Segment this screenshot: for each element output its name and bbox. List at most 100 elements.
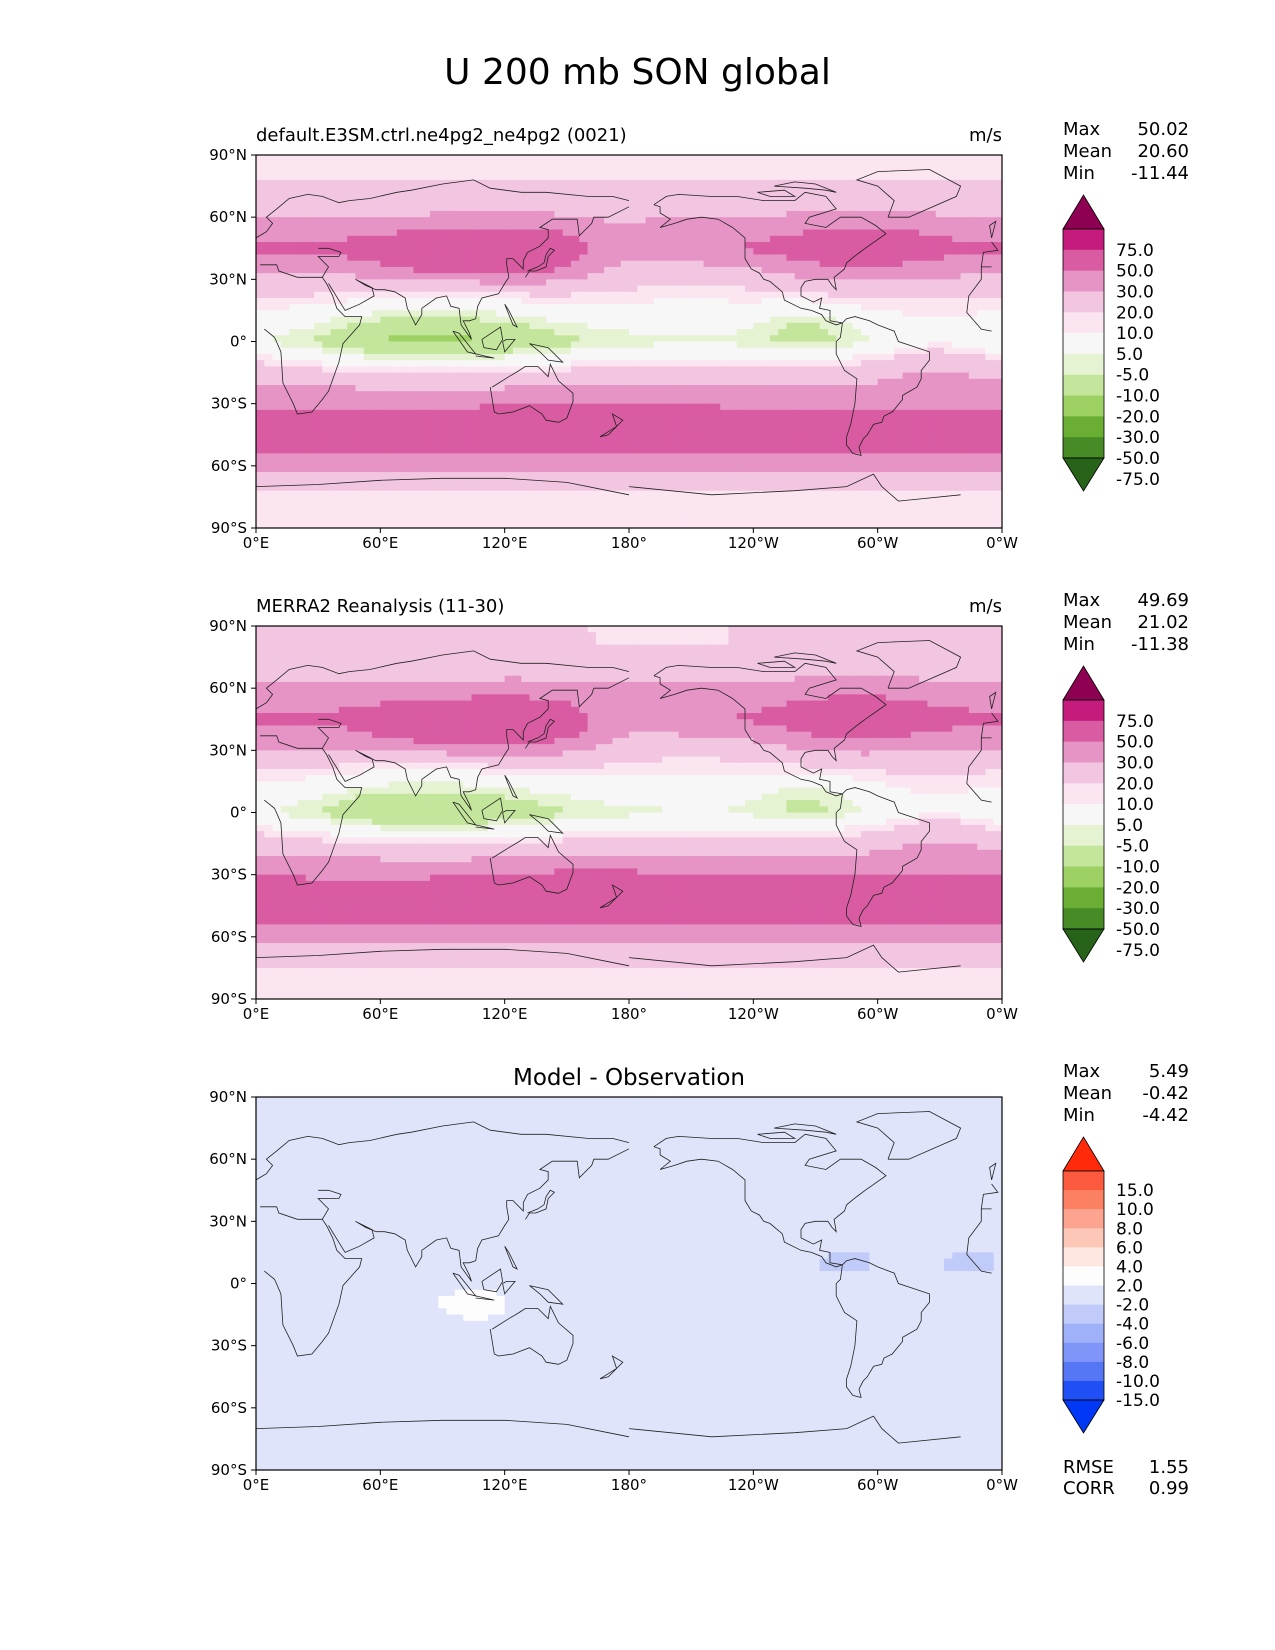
contour-cell xyxy=(554,347,564,355)
contour-cell xyxy=(687,372,696,380)
contour-cell xyxy=(885,478,895,486)
contour-cell xyxy=(604,397,614,405)
contour-cell xyxy=(272,372,282,380)
contour-cell xyxy=(512,447,522,454)
contour-cell xyxy=(827,273,837,280)
contour-cell xyxy=(836,322,846,330)
contour-cell xyxy=(695,484,705,492)
contour-cell xyxy=(778,440,788,448)
contour-cell xyxy=(396,335,406,343)
contour-cell xyxy=(678,316,688,324)
contour-cell xyxy=(819,490,829,498)
contour-cell xyxy=(330,173,340,181)
contour-cell xyxy=(736,478,746,486)
contour-cell xyxy=(703,434,713,442)
contour-cell xyxy=(885,291,895,299)
contour-cell xyxy=(985,242,995,249)
contour-cell xyxy=(396,167,406,175)
contour-cell xyxy=(380,173,390,181)
contour-cell xyxy=(612,397,622,405)
contour-cell xyxy=(347,161,357,169)
contour-cell xyxy=(264,297,274,305)
contour-cell xyxy=(587,235,597,243)
contour-cell xyxy=(620,310,630,318)
contour-cell xyxy=(430,496,439,504)
contour-cell xyxy=(678,198,688,206)
contour-cell xyxy=(993,204,1002,212)
contour-cell xyxy=(894,266,904,274)
contour-cell xyxy=(711,279,721,287)
contour-cell xyxy=(629,366,638,374)
contour-cell xyxy=(844,391,854,399)
contour-cell xyxy=(778,242,788,249)
contour-cell xyxy=(438,279,448,287)
contour-cell xyxy=(430,440,439,448)
contour-cell xyxy=(711,403,721,411)
contour-cell xyxy=(454,465,464,473)
contour-cell xyxy=(629,397,638,405)
contour-cell xyxy=(372,173,381,181)
contour-cell xyxy=(314,167,323,175)
contour-cell xyxy=(405,229,415,237)
contour-cell xyxy=(537,372,547,380)
contour-cell xyxy=(711,304,721,312)
contour-cell xyxy=(570,322,580,330)
contour-cell xyxy=(330,266,340,274)
contour-cell xyxy=(620,192,630,200)
contour-cell xyxy=(852,378,862,386)
contour-cell xyxy=(314,490,323,498)
contour-cell xyxy=(289,229,299,237)
contour-cell xyxy=(272,453,282,461)
contour-cell xyxy=(653,472,663,479)
contour-cell xyxy=(877,329,887,336)
contour-cell xyxy=(347,217,357,224)
contour-cell xyxy=(695,279,705,287)
contour-cell xyxy=(794,179,804,187)
contour-cell xyxy=(927,242,937,249)
contour-cell xyxy=(778,291,788,299)
contour-cell xyxy=(289,235,299,243)
contour-cell xyxy=(811,341,821,349)
contour-cell xyxy=(803,341,812,349)
contour-cell xyxy=(562,223,572,231)
contour-cell xyxy=(579,447,589,454)
contour-cell xyxy=(488,285,497,293)
contour-cell xyxy=(463,422,473,430)
contour-cell xyxy=(720,310,730,318)
contour-cell xyxy=(637,403,647,411)
contour-cell xyxy=(305,322,315,330)
contour-cell xyxy=(927,335,937,343)
contour-cell xyxy=(570,484,580,492)
contour-cell xyxy=(355,217,365,224)
contour-cell xyxy=(720,403,730,411)
contour-cell xyxy=(396,496,406,504)
contour-cell xyxy=(927,204,937,212)
contour-cell xyxy=(629,310,638,318)
contour-cell xyxy=(512,155,522,162)
contour-cell xyxy=(570,335,580,343)
contour-cell xyxy=(678,472,688,479)
contour-cell xyxy=(803,266,812,274)
contour-cell xyxy=(380,260,390,268)
contour-cell xyxy=(372,291,381,299)
contour-cell xyxy=(330,347,340,355)
contour-cell xyxy=(297,279,307,287)
contour-cell xyxy=(993,447,1002,454)
contour-cell xyxy=(421,409,431,417)
contour-cell xyxy=(670,285,680,293)
contour-cell xyxy=(861,167,870,175)
contour-cell xyxy=(388,447,398,454)
contour-cell xyxy=(919,416,928,423)
contour-cell xyxy=(902,242,912,249)
contour-cell xyxy=(372,372,381,380)
contour-cell xyxy=(512,310,522,318)
contour-cell xyxy=(305,434,315,442)
contour-cell xyxy=(372,179,381,187)
contour-cell xyxy=(587,453,597,461)
contour-cell xyxy=(529,242,539,249)
contour-cell xyxy=(736,316,746,324)
contour-cell xyxy=(297,273,307,280)
contour-cell xyxy=(338,173,348,181)
contour-cell xyxy=(388,204,398,212)
contour-cell xyxy=(645,422,655,430)
